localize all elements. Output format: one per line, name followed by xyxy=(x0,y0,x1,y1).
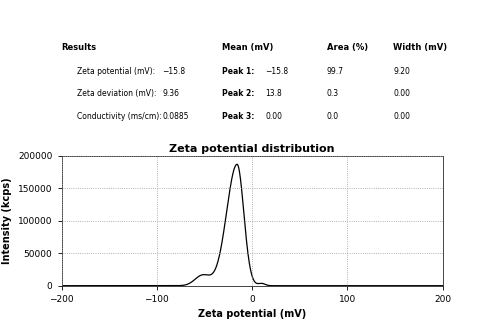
Text: Zeta deviation (mV):: Zeta deviation (mV): xyxy=(77,89,156,98)
Text: 0.00: 0.00 xyxy=(393,89,410,98)
Text: Area (%): Area (%) xyxy=(327,43,368,52)
Text: 0.3: 0.3 xyxy=(327,89,338,98)
Text: −15.8: −15.8 xyxy=(266,67,289,76)
Text: 9.20: 9.20 xyxy=(393,67,410,76)
Text: Mean (mV): Mean (mV) xyxy=(221,43,273,52)
Text: Zeta potential (mV):: Zeta potential (mV): xyxy=(77,67,155,76)
Text: 9.36: 9.36 xyxy=(162,89,180,98)
Title: Zeta potential distribution: Zeta potential distribution xyxy=(169,144,335,154)
Text: 99.7: 99.7 xyxy=(327,67,343,76)
Text: 0.00: 0.00 xyxy=(266,112,282,121)
Text: Peak 3:: Peak 3: xyxy=(221,112,254,121)
Text: Peak 1:: Peak 1: xyxy=(221,67,254,76)
Text: Conductivity (ms/cm):: Conductivity (ms/cm): xyxy=(77,112,161,121)
Text: 0.00: 0.00 xyxy=(393,112,410,121)
Text: 0.0: 0.0 xyxy=(327,112,338,121)
X-axis label: Zeta potential (mV): Zeta potential (mV) xyxy=(198,309,307,319)
Text: 0.0885: 0.0885 xyxy=(162,112,189,121)
Text: Width (mV): Width (mV) xyxy=(393,43,447,52)
Text: −15.8: −15.8 xyxy=(162,67,185,76)
Text: Peak 2:: Peak 2: xyxy=(221,89,254,98)
Text: 13.8: 13.8 xyxy=(266,89,282,98)
Text: Results: Results xyxy=(62,43,96,52)
Y-axis label: Intensity (kcps): Intensity (kcps) xyxy=(2,178,12,264)
